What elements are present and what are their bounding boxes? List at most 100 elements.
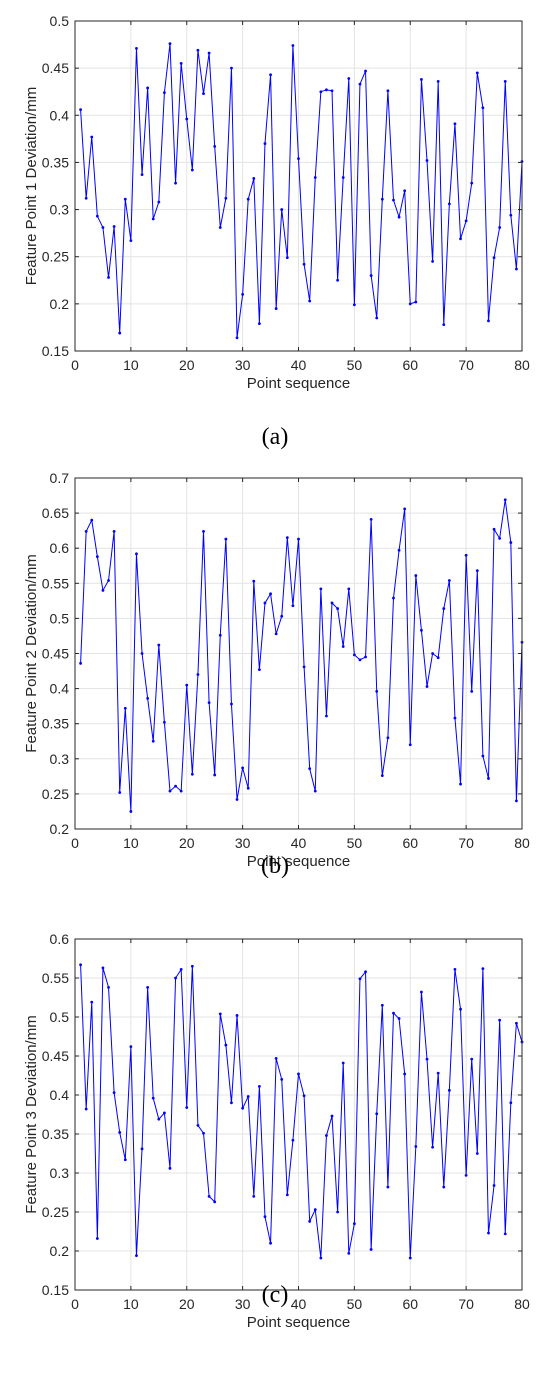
y-tick-label-b: 0.4 — [50, 681, 70, 697]
data-point-c — [151, 1096, 155, 1100]
data-point-c — [129, 1045, 133, 1049]
data-point-a — [291, 44, 295, 47]
y-tick-label-a: 0.2 — [50, 296, 70, 312]
data-point-a — [341, 176, 345, 179]
data-point-a — [420, 78, 423, 81]
data-point-c — [196, 1124, 200, 1127]
data-point-a — [470, 181, 474, 185]
data-point-a — [213, 145, 217, 148]
data-point-a — [202, 92, 205, 95]
data-point-c — [263, 1215, 267, 1219]
data-point-c — [470, 1057, 474, 1061]
data-point-b — [352, 653, 356, 657]
y-tick-label-b: 0.65 — [42, 505, 69, 521]
data-point-c — [442, 1185, 446, 1189]
data-point-c — [336, 1210, 340, 1214]
data-point-c — [140, 1147, 144, 1151]
data-point-a — [112, 225, 116, 228]
data-point-c — [207, 1195, 211, 1198]
data-point-a — [79, 108, 82, 112]
data-point-c — [341, 1061, 345, 1065]
data-point-a — [392, 198, 395, 202]
data-point-a — [168, 42, 172, 46]
x-tick-label-c: 50 — [347, 1296, 363, 1312]
y-tick-label-b: 0.5 — [50, 610, 70, 626]
data-point-c — [436, 1071, 440, 1075]
panel-label-a: (a) — [261, 424, 289, 450]
data-point-a — [397, 215, 401, 219]
data-point-a — [358, 82, 362, 86]
data-point-a — [459, 237, 462, 241]
data-point-b — [168, 789, 172, 793]
data-point-c — [509, 1101, 513, 1105]
x-tick-label-a: 0 — [71, 357, 79, 373]
data-point-b — [224, 537, 228, 541]
data-point-b — [481, 754, 485, 758]
data-point-b — [174, 784, 177, 788]
x-tick-label-b: 80 — [514, 835, 530, 851]
data-point-a — [347, 77, 351, 80]
data-point-b — [202, 529, 205, 533]
data-point-c — [280, 1078, 284, 1081]
data-point-c — [515, 1021, 518, 1025]
x-axis-label-a: Point sequence — [247, 375, 350, 392]
x-tick-label-c: 40 — [291, 1296, 307, 1312]
data-point-c — [213, 1200, 217, 1204]
data-point-a — [157, 200, 161, 204]
data-point-b — [436, 656, 440, 660]
data-point-c — [157, 1117, 161, 1121]
x-tick-label-c: 70 — [458, 1296, 474, 1312]
data-point-a — [235, 336, 239, 340]
data-point-b — [364, 655, 367, 659]
data-point-a — [107, 276, 110, 279]
data-point-b — [84, 529, 88, 533]
data-point-c — [420, 990, 423, 994]
y-tick-label-b: 0.35 — [42, 716, 69, 732]
data-point-c — [95, 1237, 99, 1240]
data-point-a — [163, 91, 166, 95]
data-point-c — [90, 1000, 94, 1004]
data-point-a — [503, 79, 507, 83]
data-point-c — [218, 1012, 222, 1016]
data-point-c — [386, 1185, 390, 1189]
data-point-b — [325, 714, 328, 718]
data-point-c — [380, 1003, 384, 1007]
x-tick-label-b: 60 — [402, 835, 418, 851]
data-point-c — [179, 968, 183, 971]
data-point-b — [285, 536, 289, 540]
data-point-b — [118, 791, 122, 794]
data-point-b — [241, 766, 245, 770]
data-point-c — [118, 1131, 122, 1134]
data-point-c — [364, 970, 367, 974]
data-point-b — [207, 701, 211, 705]
data-point-c — [146, 985, 150, 989]
data-point-c — [503, 1232, 507, 1236]
y-tick-label-c: 0.4 — [50, 1087, 70, 1103]
data-point-b — [269, 592, 272, 596]
data-point-a — [179, 62, 183, 65]
data-point-b — [112, 529, 116, 533]
data-point-b — [515, 799, 518, 803]
data-point-a — [190, 168, 194, 172]
x-tick-label-b: 20 — [179, 835, 195, 851]
data-point-c — [308, 1219, 312, 1223]
data-point-c — [302, 1094, 306, 1098]
series-line-b — [80, 499, 523, 812]
data-point-c — [352, 1222, 356, 1226]
data-point-b — [470, 690, 474, 693]
data-point-b — [358, 658, 362, 662]
data-point-c — [330, 1114, 334, 1118]
data-point-c — [112, 1091, 116, 1095]
data-point-a — [369, 274, 373, 277]
x-tick-label-c: 60 — [402, 1296, 418, 1312]
data-point-c — [174, 976, 177, 980]
data-point-b — [280, 614, 284, 618]
data-point-b — [123, 706, 127, 710]
data-point-b — [464, 553, 468, 557]
y-tick-label-c: 0.3 — [50, 1165, 70, 1181]
data-point-a — [123, 197, 127, 201]
y-tick-label-a: 0.5 — [50, 13, 70, 29]
data-point-a — [442, 323, 446, 326]
y-tick-label-c: 0.45 — [42, 1048, 69, 1064]
data-point-a — [263, 142, 267, 145]
